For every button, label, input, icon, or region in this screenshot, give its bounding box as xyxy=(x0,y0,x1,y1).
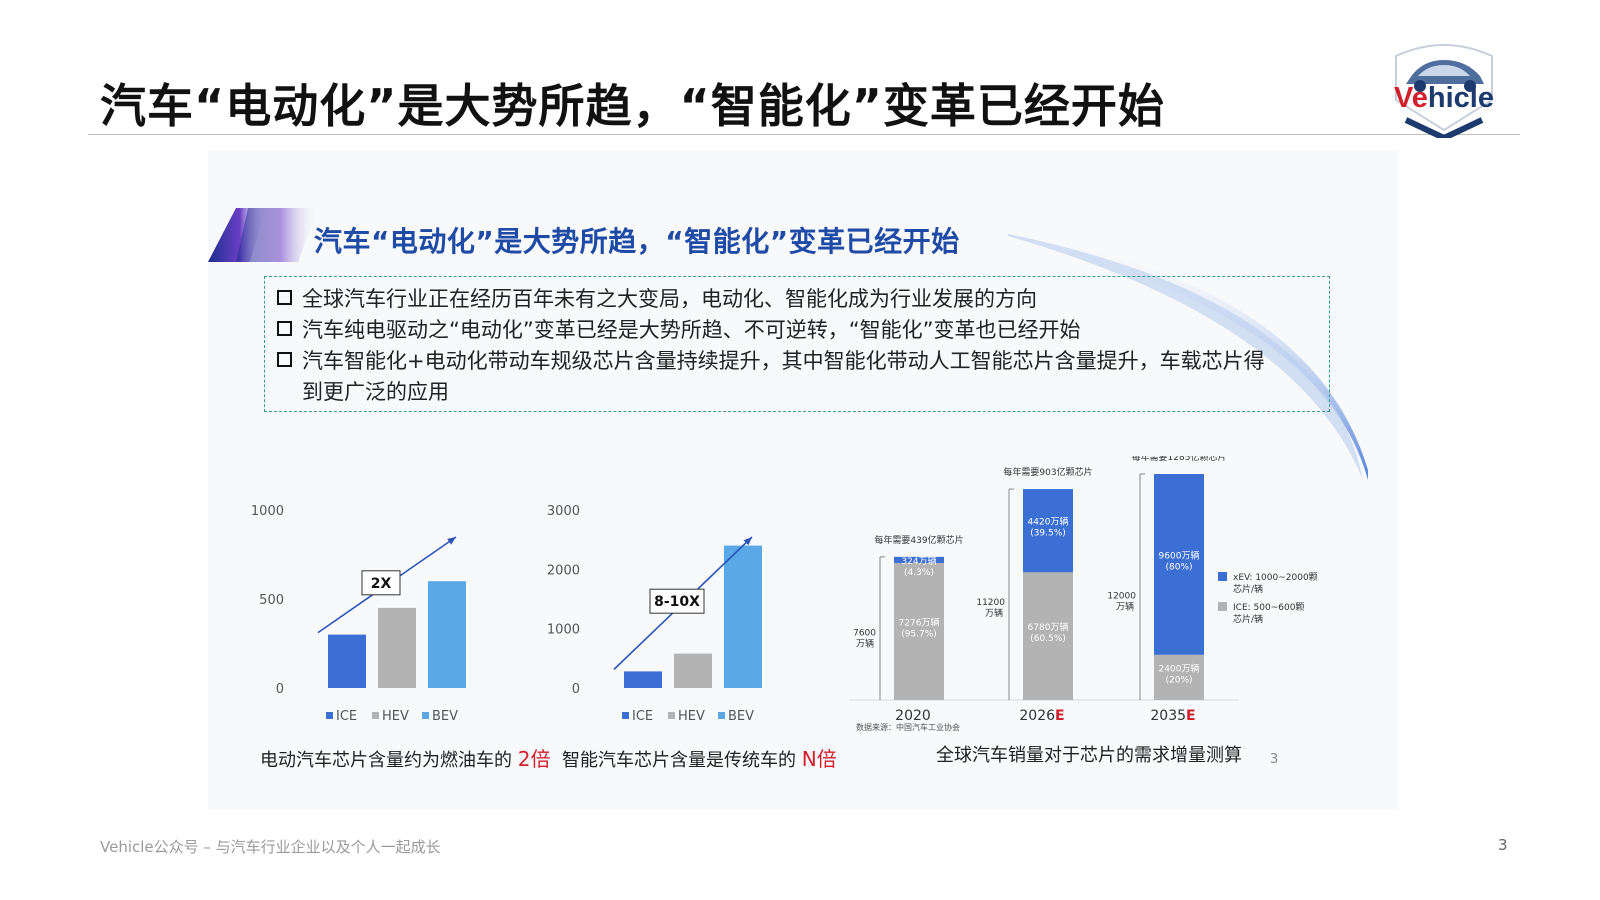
legend-swatch-hev xyxy=(668,712,675,719)
legend-swatch-bev xyxy=(422,712,429,719)
x-tick-label: 2026E xyxy=(1019,708,1064,724)
trend-arrow-head-icon xyxy=(447,537,456,545)
legend-label-bev: BEV xyxy=(728,709,754,724)
segment-value-label: 7276万辆 xyxy=(899,616,940,628)
chip-content-chart-ev: 0 500 1000 2X ICE HEV BEV xyxy=(251,504,466,724)
data-source-note: 数据来源：中国汽车工业协会 xyxy=(856,722,960,732)
chart-caption-smart: 智能汽车芯片含量是传统车的 N倍 xyxy=(562,747,837,771)
legend-label-hev: HEV xyxy=(382,709,409,724)
total-volume-value: 7600 xyxy=(853,629,876,639)
y-tick-label: 500 xyxy=(259,593,284,608)
bullet-item: 全球汽车行业正在经历百年未有之大变局，电动化、智能化成为行业发展的方向 xyxy=(277,283,1037,315)
annual-chip-demand-label: 每年需要439亿颗芯片 xyxy=(874,534,963,546)
y-tick-label: 2000 xyxy=(547,563,580,578)
segment-value-label: 6780万辆 xyxy=(1028,621,1069,633)
car-shield-icon xyxy=(1395,44,1493,142)
legend-swatch-ice xyxy=(1218,602,1227,611)
legend-swatch-ice xyxy=(326,712,333,719)
legend-label-bev: BEV xyxy=(432,709,458,724)
annual-chip-demand-label: 每年需要903亿颗芯片 xyxy=(1003,466,1092,478)
chart-caption-demand: 全球汽车销量对于芯片的需求增量测算 xyxy=(936,745,1242,766)
total-volume-unit: 万辆 xyxy=(985,607,1003,619)
page-number: 3 xyxy=(1498,836,1508,854)
vehicle-sales-chip-demand-chart: 7276万辆(95.7%)324万辆(4.3%)7600万辆每年需要439亿颗芯… xyxy=(850,456,1318,732)
growth-annotation-label: 8-10X xyxy=(654,594,700,610)
bar-ice xyxy=(624,671,662,688)
total-volume-unit: 万辆 xyxy=(856,638,874,650)
bar-bev xyxy=(724,545,762,688)
legend-label-hev: HEV xyxy=(678,709,705,724)
legend-label-ice: ICE xyxy=(632,709,653,724)
y-tick-label: 1000 xyxy=(547,623,580,638)
growth-annotation-box xyxy=(649,588,705,614)
chip-content-chart-smart: 0 1000 2000 3000 8-10X ICE HEV BEV xyxy=(547,504,762,724)
total-volume-value: 12000 xyxy=(1107,591,1136,601)
y-tick-label: 0 xyxy=(572,682,580,697)
segment-share-label: (39.5%) xyxy=(1030,529,1066,539)
segment-value-label: 324万辆 xyxy=(901,555,936,567)
bullet-item: 汽车智能化+电动化带动车规级芯片含量持续提升，其中智能化带动人工智能芯片含量提升… xyxy=(277,345,1265,377)
y-tick-label: 1000 xyxy=(251,504,284,519)
bar-ice xyxy=(328,634,366,688)
segment-value-label: 4420万辆 xyxy=(1028,516,1069,528)
total-volume-unit: 万辆 xyxy=(1116,600,1134,612)
stacked-bar-xev xyxy=(1023,489,1073,573)
inner-page-number: 3 xyxy=(1270,752,1279,767)
bullet-continuation: 到更广泛的应用 xyxy=(302,380,449,404)
bar-hev xyxy=(378,607,416,688)
legend-label-line1: xEV: 1000~2000颗 xyxy=(1233,572,1318,583)
legend-label-line2: 芯片/辆 xyxy=(1233,613,1263,625)
checkbox-square-icon xyxy=(277,321,292,336)
y-tick-label: 3000 xyxy=(547,504,580,519)
segment-share-label: (20%) xyxy=(1165,675,1192,685)
key-points-box: 全球汽车行业正在经历百年未有之大变局，电动化、智能化成为行业发展的方向 汽车纯电… xyxy=(264,276,1330,412)
chart-caption-ev: 电动汽车芯片含量约为燃油车的 2倍 xyxy=(260,747,551,771)
growth-annotation-box xyxy=(361,570,401,596)
trend-arrow-head-icon xyxy=(743,537,752,546)
legend-label-line1: ICE: 500~600颗 xyxy=(1233,602,1304,613)
title-divider xyxy=(88,134,1520,135)
y-tick-label: 0 xyxy=(276,682,284,697)
stacked-bar-xev xyxy=(1154,474,1204,655)
legend-label-line2: 芯片/辆 xyxy=(1233,583,1263,595)
stacked-bar-ice xyxy=(1023,572,1073,700)
bullet-item: 汽车纯电驱动之“电动化”变革已经是大势所趋、不可逆转，“智能化”变革也已经开始 xyxy=(277,314,1081,346)
vehicle-logo: Vehicle xyxy=(1388,38,1500,142)
slide-heading: 汽车“电动化”是大势所趋，“智能化”变革已经开始 xyxy=(314,225,960,258)
legend-label-ice: ICE xyxy=(336,709,357,724)
logo-wordmark: Vehicle xyxy=(1394,82,1494,114)
page-title: 汽车“电动化”是大势所趋，“智能化”变革已经开始 xyxy=(100,79,1165,133)
stacked-bar-ice xyxy=(894,562,944,700)
segment-share-label: (4.3%) xyxy=(904,568,934,578)
legend-swatch-hev xyxy=(372,712,379,719)
slide-decoration xyxy=(208,208,1368,480)
footer-text: Vehicle公众号 – 与汽车行业企业以及个人一起成长 xyxy=(100,838,441,856)
segment-share-label: (60.5%) xyxy=(1030,634,1066,644)
segment-value-label: 2400万辆 xyxy=(1159,662,1200,674)
legend-swatch-ice xyxy=(622,712,629,719)
x-tick-label: 2035E xyxy=(1150,708,1195,724)
legend-swatch-bev xyxy=(718,712,725,719)
embedded-slide: 汽车“电动化”是大势所趋，“智能化”变革已经开始 全球汽车行业正在经历百年未有之… xyxy=(208,150,1398,810)
x-tick-label: 2020 xyxy=(895,708,931,724)
annual-chip-demand-label: 每年需要1285亿颗芯片 xyxy=(1132,456,1227,463)
checkbox-square-icon xyxy=(277,352,292,367)
growth-annotation-label: 2X xyxy=(371,576,392,592)
segment-share-label: (95.7%) xyxy=(901,629,937,639)
stacked-bar-ice xyxy=(1154,654,1204,700)
segment-value-label: 9600万辆 xyxy=(1159,549,1200,561)
stacked-bar-xev xyxy=(894,556,944,563)
legend-swatch-xev xyxy=(1218,572,1227,581)
bar-bev xyxy=(428,581,466,688)
segment-share-label: (80%) xyxy=(1165,562,1192,572)
checkbox-square-icon xyxy=(277,290,292,305)
total-volume-value: 11200 xyxy=(976,598,1005,608)
bar-hev xyxy=(674,653,712,688)
